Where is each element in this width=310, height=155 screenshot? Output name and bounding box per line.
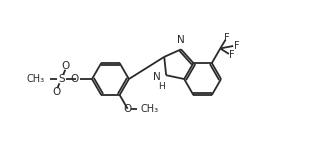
Text: S: S (58, 74, 64, 84)
Text: N: N (153, 72, 161, 82)
Text: F: F (229, 50, 235, 60)
Text: O: O (62, 61, 70, 71)
Text: H: H (158, 82, 165, 91)
Text: O: O (71, 74, 79, 84)
Text: N: N (177, 35, 185, 45)
Text: F: F (234, 41, 240, 51)
Text: F: F (224, 33, 230, 43)
Text: O: O (53, 87, 61, 97)
Text: CH₃: CH₃ (140, 104, 159, 114)
Text: CH₃: CH₃ (27, 74, 45, 84)
Text: O: O (123, 104, 132, 114)
